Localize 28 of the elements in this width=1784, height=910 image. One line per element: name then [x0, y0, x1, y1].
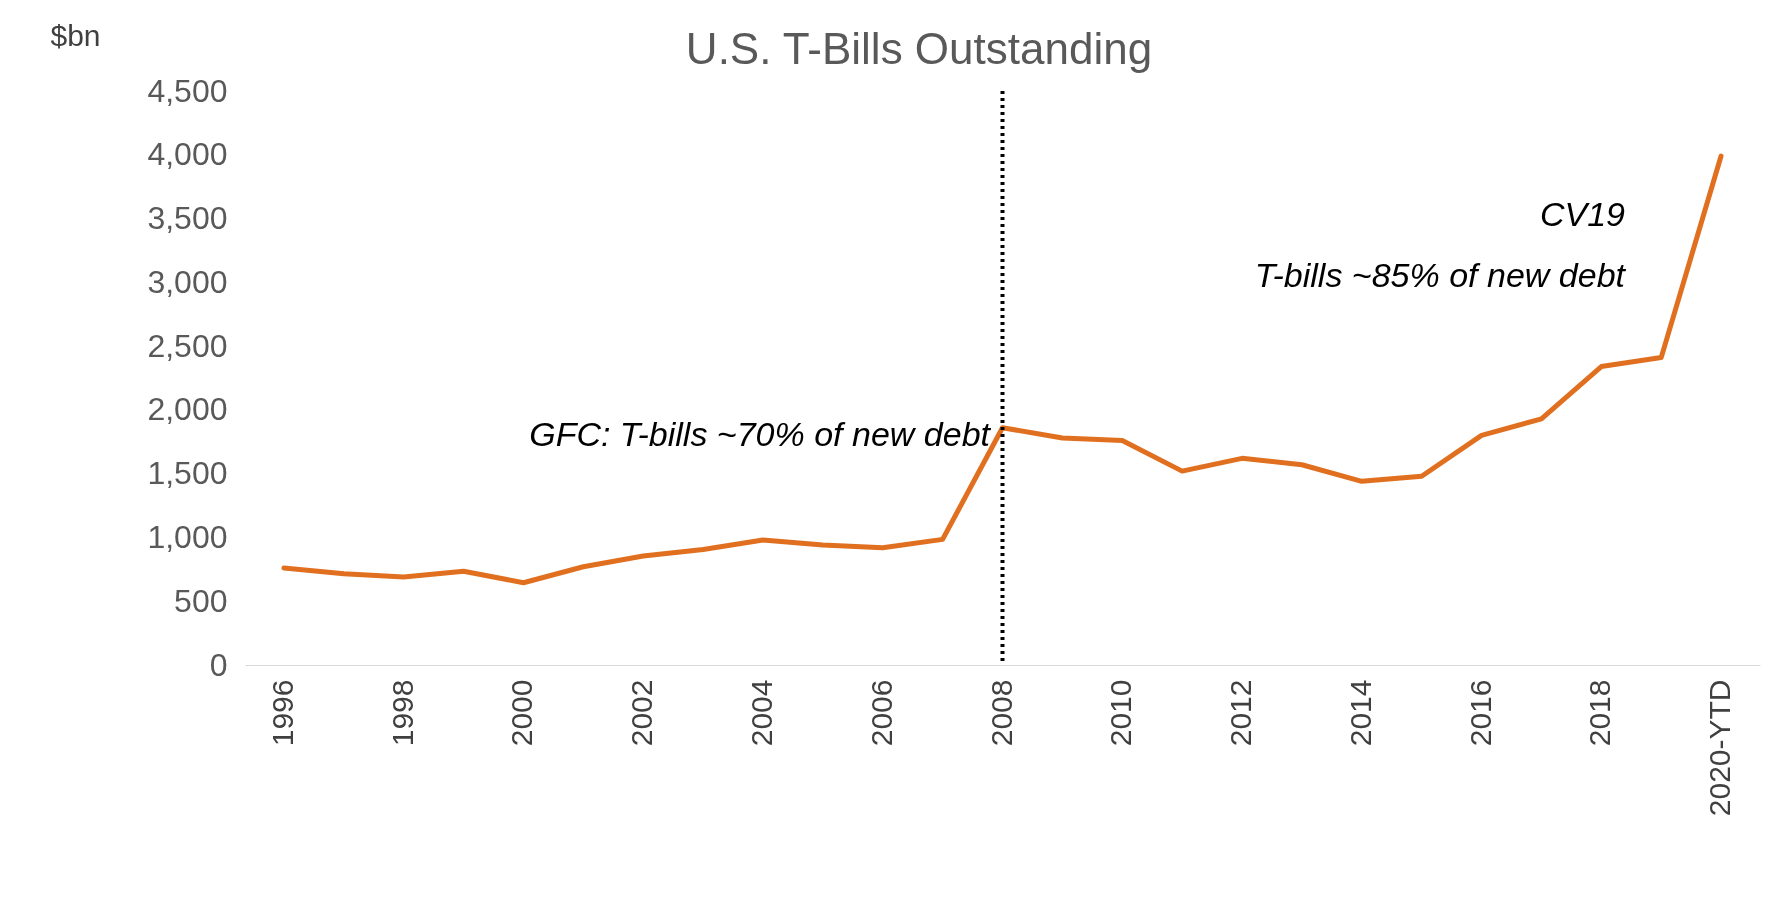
annotation: CV19 [1539, 195, 1626, 233]
x-tick-label: 2014 [1343, 679, 1377, 747]
x-tick-label: 1998 [385, 679, 419, 747]
y-tick-label: 2,500 [147, 327, 228, 364]
y-tick-label: 3,500 [147, 200, 228, 237]
y-tick-label: 3,000 [147, 263, 228, 300]
annotation: GFC: T-bills ~70% of new debt [529, 415, 992, 453]
chart-title: U.S. T-Bills Outstanding [685, 24, 1153, 73]
y-tick-label: 4,000 [147, 136, 228, 173]
x-tick-label: 2006 [864, 679, 898, 747]
x-tick-label: 2012 [1224, 679, 1258, 747]
x-tick-label: 1996 [265, 679, 299, 747]
y-tick-label: 0 [209, 646, 228, 683]
y-tick-label: 1,500 [147, 455, 228, 492]
x-tick-label: 2004 [744, 679, 778, 747]
x-tick-label: 2020-YTD [1703, 679, 1737, 817]
x-tick-label: 2018 [1583, 679, 1617, 747]
y-tick-label: 2,000 [147, 391, 228, 428]
y-axis-title: $bn [50, 18, 101, 52]
x-tick-label: 2008 [984, 679, 1018, 747]
x-tick-label: 2016 [1463, 679, 1497, 747]
y-tick-label: 1,000 [147, 518, 228, 555]
y-tick-label: 4,500 [147, 72, 228, 109]
y-tick-label: 500 [174, 582, 228, 619]
x-tick-label: 2002 [625, 679, 659, 747]
x-tick-label: 2010 [1104, 679, 1138, 747]
annotation: T-bills ~85% of new debt [1254, 256, 1627, 294]
x-tick-label: 2000 [505, 679, 539, 747]
